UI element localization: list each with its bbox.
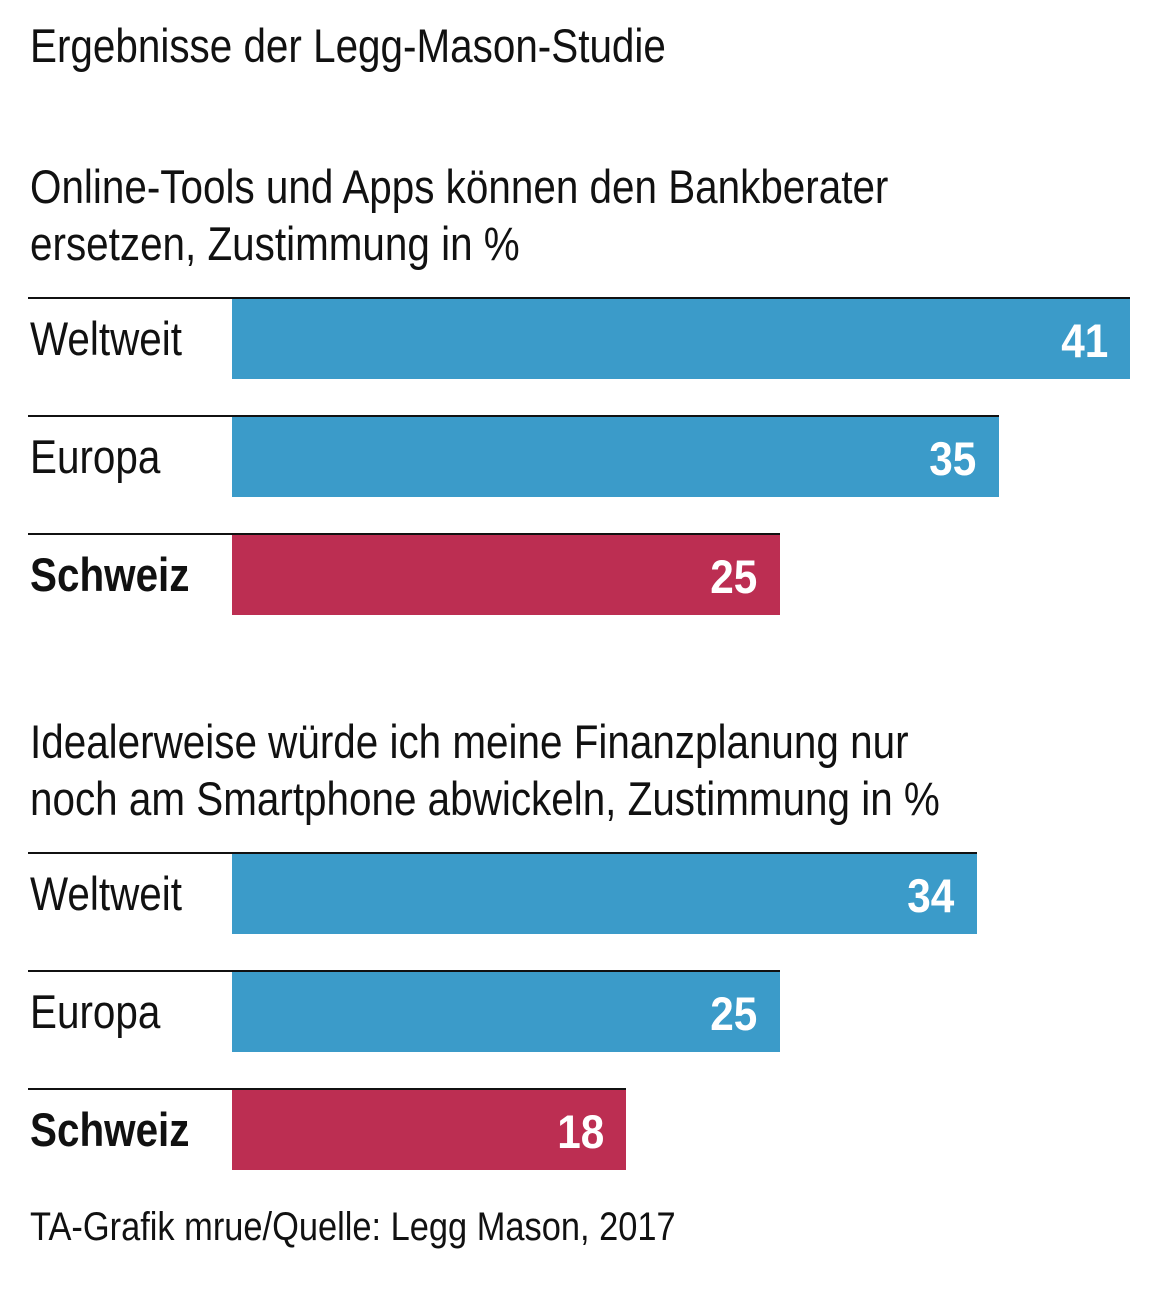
data-label: 25 [710,987,758,1040]
category-label: Schweiz [30,1103,190,1156]
bar-row: Schweiz 25 [28,533,780,615]
row-divider [28,297,1130,299]
bar: 35 [232,417,999,497]
data-label: 41 [1060,314,1108,367]
data-label: 18 [557,1105,605,1158]
chart-1-title: Online-Tools und Apps können den Bankber… [30,158,888,272]
figure-title: Ergebnisse der Legg-Mason-Studie [30,19,666,72]
bar-row: Europa 35 [28,415,999,497]
category-label: Weltweit [30,312,182,365]
chart-2-title-line: Idealerweise würde ich meine Finanzplanu… [30,715,909,768]
data-label: 35 [929,432,977,485]
category-label: Schweiz [30,548,190,601]
category-label: Europa [30,985,161,1038]
bar-row: Schweiz 18 [28,1088,627,1170]
bar: 34 [232,854,977,934]
chart-1-title-line: ersetzen, Zustimmung in % [30,217,520,270]
bar-row: Weltweit 41 [28,297,1130,379]
bar: 41 [232,299,1130,379]
bar-row: Weltweit 34 [28,852,977,934]
row-divider [28,852,977,854]
bar: 18 [232,1090,627,1170]
bar: 25 [232,972,780,1052]
category-label: Weltweit [30,867,182,920]
chart-1-title-line: Online-Tools und Apps können den Bankber… [30,160,889,213]
row-divider [28,533,780,535]
data-label: 25 [710,550,758,603]
chart-2-title-line: noch am Smartphone abwickeln, Zustimmung… [30,772,940,825]
data-label: 34 [907,869,955,922]
row-divider [28,1088,627,1090]
row-divider [28,415,999,417]
category-label: Europa [30,430,161,483]
row-divider [28,970,780,972]
chart-2-title: Idealerweise würde ich meine Finanzplanu… [30,713,940,827]
bar: 25 [232,535,780,615]
bar-row: Europa 25 [28,970,780,1052]
source-footnote: TA-Grafik mrue/Quelle: Legg Mason, 2017 [30,1205,676,1249]
